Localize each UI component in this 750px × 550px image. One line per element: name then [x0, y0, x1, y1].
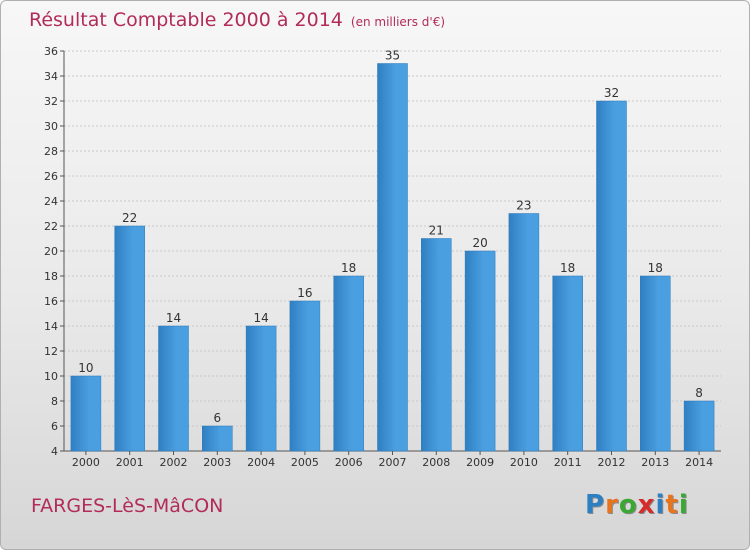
bar	[333, 275, 364, 452]
logo-letter: P	[585, 490, 606, 520]
logo-letter: i	[655, 490, 666, 520]
data-label: 10	[78, 361, 93, 375]
x-tick-label: 2004	[247, 456, 275, 469]
y-tick-label: 26	[44, 170, 58, 183]
bar	[377, 63, 408, 452]
bar	[158, 325, 189, 452]
y-tick-label: 36	[44, 45, 58, 58]
bar	[552, 275, 583, 452]
data-label: 22	[122, 211, 137, 225]
y-tick-label: 8	[51, 395, 58, 408]
x-tick-label: 2002	[160, 456, 188, 469]
logo-letter: r	[605, 490, 619, 520]
bar	[596, 100, 627, 452]
x-tick-label: 2011	[554, 456, 582, 469]
logo-letter: o	[618, 490, 638, 520]
bar	[508, 213, 540, 452]
bar	[421, 238, 452, 452]
x-tick-label: 2010	[510, 456, 538, 469]
logo-letter: x	[637, 490, 656, 520]
chart-title-text: Résultat Comptable 2000 à 2014	[29, 9, 343, 31]
y-tick-label: 28	[44, 145, 58, 158]
y-tick-label: 34	[44, 70, 58, 83]
x-tick-label: 2005	[291, 456, 319, 469]
x-tick-label: 2013	[641, 456, 669, 469]
chart-title: Résultat Comptable 2000 à 2014 (en millie…	[29, 9, 445, 31]
y-tick-label: 12	[44, 345, 58, 358]
data-label: 18	[648, 261, 663, 275]
bar	[289, 300, 321, 452]
data-label: 14	[253, 311, 268, 325]
data-label: 18	[560, 261, 575, 275]
bar	[202, 425, 233, 452]
x-tick-label: 2006	[335, 456, 363, 469]
x-tick-label: 2009	[466, 456, 494, 469]
x-tick-label: 2012	[598, 456, 626, 469]
y-tick-label: 16	[44, 295, 58, 308]
commune-name: FARGES-LèS-MâCON	[31, 495, 224, 517]
bar	[640, 275, 671, 452]
x-tick-label: 2003	[203, 456, 231, 469]
y-tick-label: 10	[44, 370, 58, 383]
y-tick-label: 4	[51, 445, 58, 458]
data-label: 14	[166, 311, 181, 325]
y-tick-label: 6	[51, 420, 58, 433]
data-labels: 10 22 14 6 14 16 18 35 21 20 23 18 32 18 8	[78, 49, 703, 426]
proxiti-logo[interactable]: Proxiti	[585, 490, 689, 520]
axes: 4 6 8 10 12 14 16 18 20 22 24 26 28 30 32 34 36 2000 2001 2…	[44, 45, 721, 469]
y-tick-label: 14	[44, 320, 58, 333]
x-tick-label: 2007	[379, 456, 407, 469]
x-tick-label: 2008	[422, 456, 450, 469]
x-tick-label: 2014	[685, 456, 713, 469]
data-label: 21	[429, 224, 444, 238]
bar	[683, 400, 715, 452]
data-label: 16	[297, 286, 312, 300]
bar	[114, 225, 145, 452]
y-tick-label: 22	[44, 220, 58, 233]
data-label: 18	[341, 261, 356, 275]
bars	[70, 63, 715, 452]
y-tick-label: 20	[44, 245, 58, 258]
y-tick-label: 18	[44, 270, 58, 283]
chart-subtitle: (en milliers d'€)	[350, 15, 446, 29]
data-label: 35	[385, 49, 400, 63]
y-tick-label: 32	[44, 95, 58, 108]
data-label: 6	[213, 411, 221, 425]
bar	[245, 325, 277, 452]
bar	[464, 250, 496, 452]
data-label: 20	[472, 236, 487, 250]
y-tick-label: 24	[44, 195, 58, 208]
x-tick-label: 2001	[116, 456, 144, 469]
data-label: 23	[516, 199, 531, 213]
y-tick-label: 30	[44, 120, 58, 133]
bar	[70, 375, 102, 452]
data-label: 8	[695, 386, 703, 400]
data-label: 32	[604, 86, 619, 100]
logo-letter: i	[678, 490, 689, 520]
logo-letter: t	[665, 490, 679, 520]
x-tick-label: 2000	[72, 456, 100, 469]
